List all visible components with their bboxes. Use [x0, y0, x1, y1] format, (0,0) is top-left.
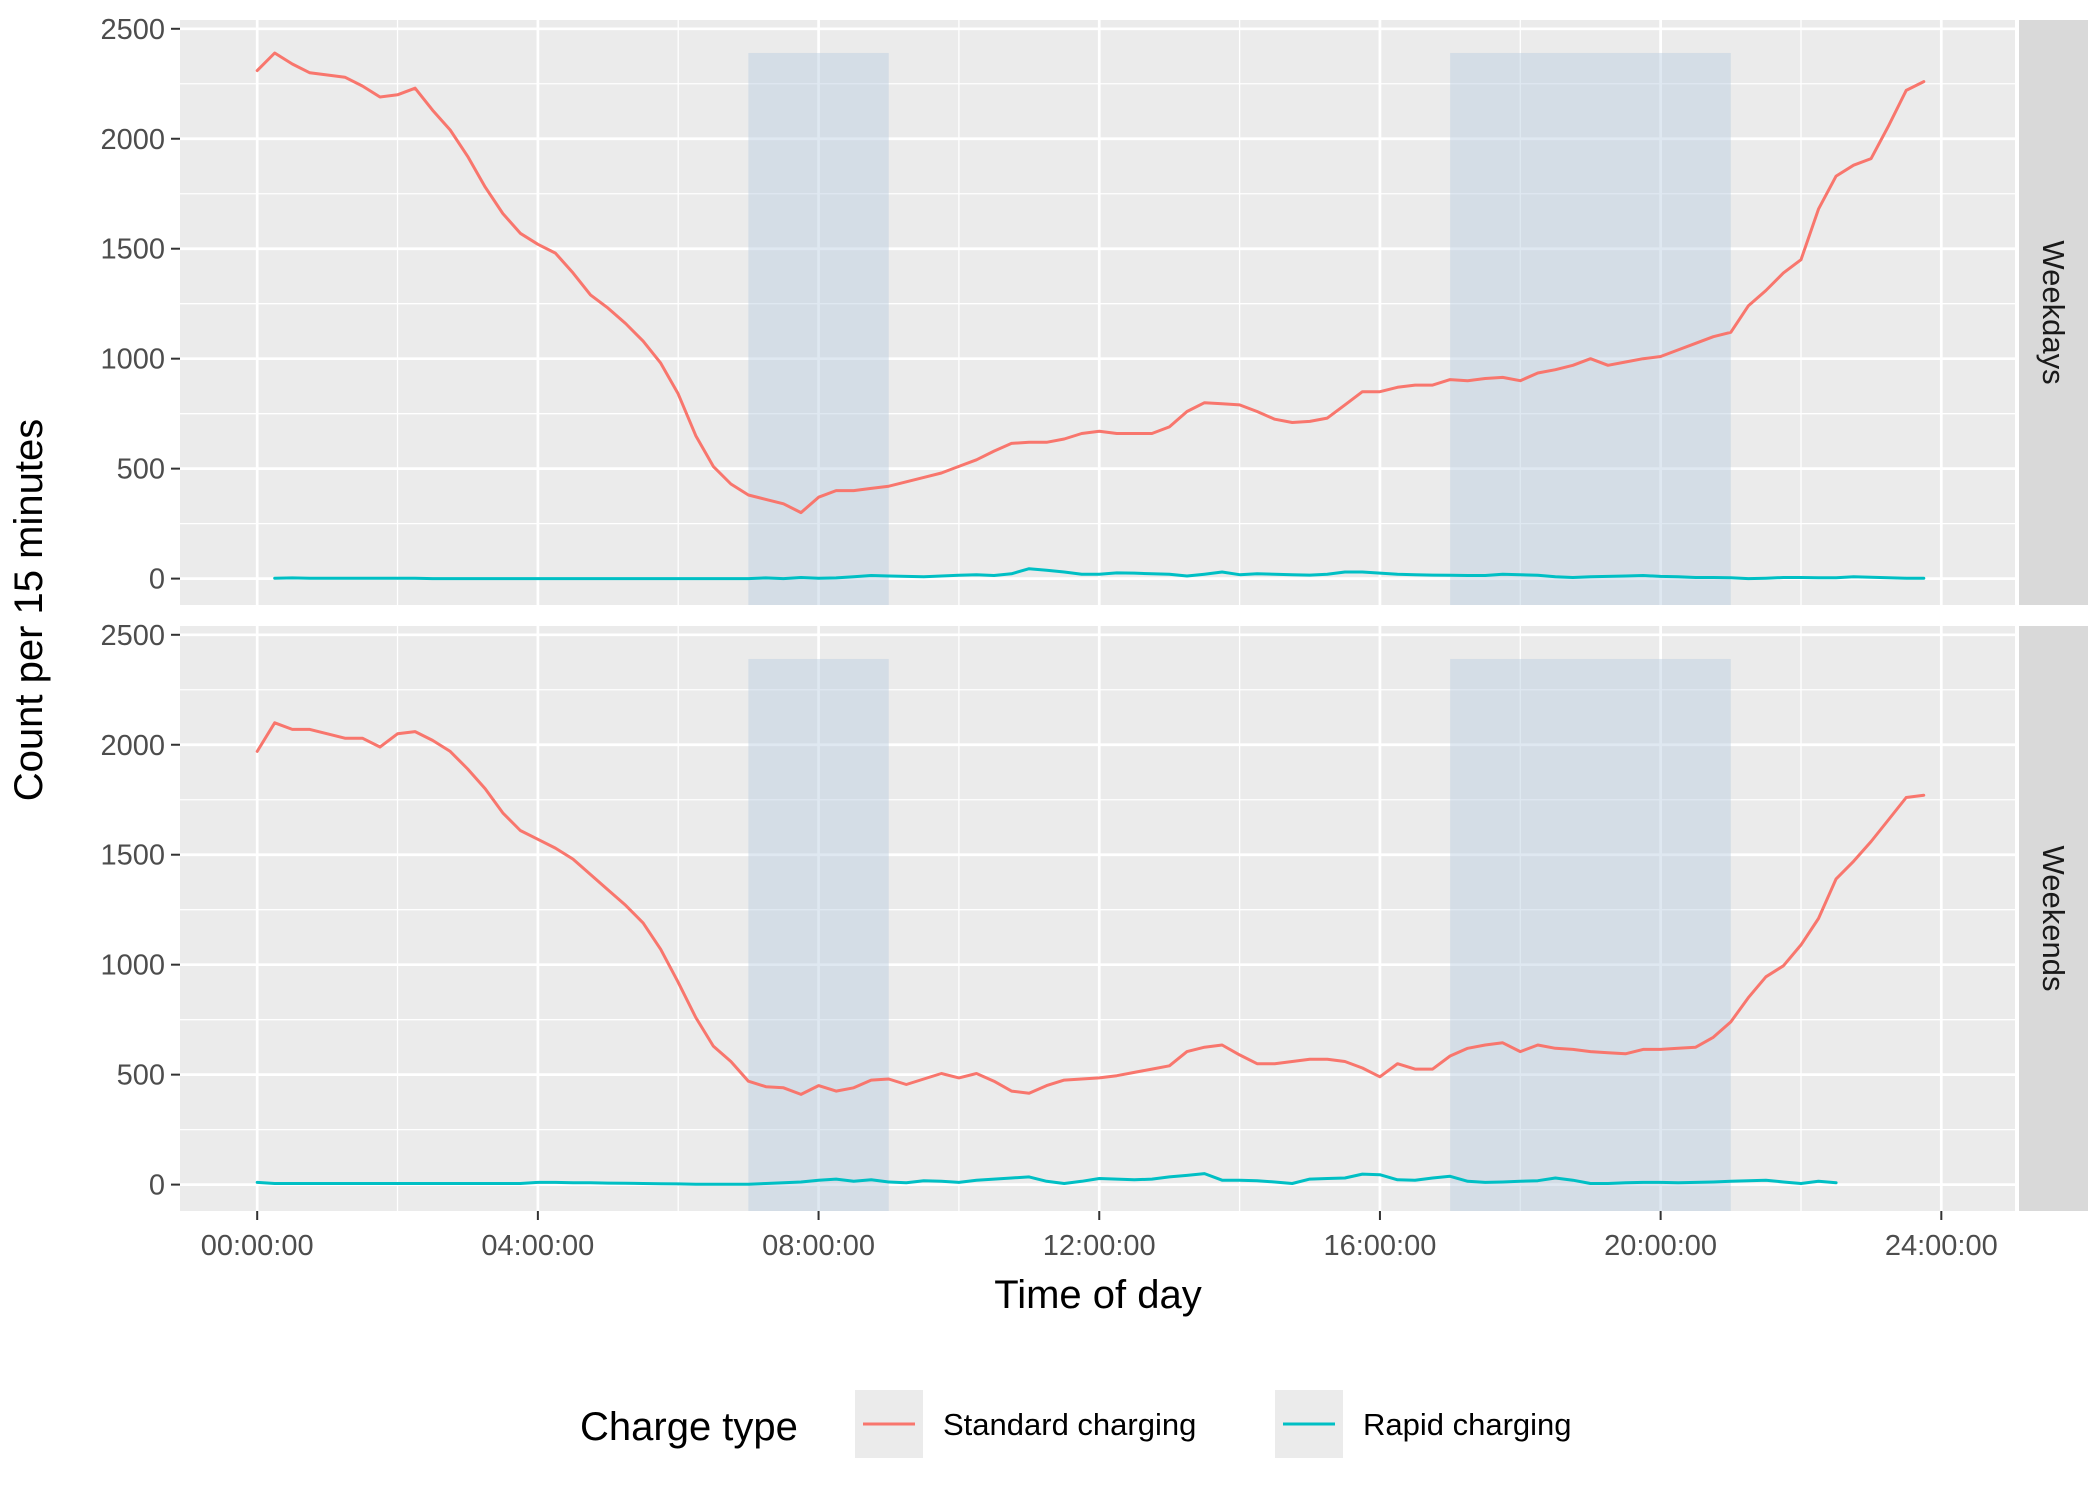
panel-weekdays: 0 500 1000 1500 2000 2500 Weekdays — [100, 14, 2088, 606]
facet-label-weekends: Weekends — [2036, 846, 2071, 992]
shaded-period-2 — [1450, 52, 1731, 606]
shaded-period-2 — [1450, 658, 1731, 1211]
y-tick-label: 2500 — [100, 620, 165, 652]
y-axis-title: Count per 15 minutes — [7, 419, 51, 801]
panels-layer: 0 500 1000 1500 2000 2500 Weekdays 0 500 1000 1500… — [100, 14, 2088, 1211]
series-line-rapid-charging — [273, 567, 1926, 581]
x-tick-label: 12:00:00 — [1043, 1230, 1156, 1262]
y-tick-label: 2000 — [100, 730, 165, 762]
x-tick-label: 20:00:00 — [1604, 1230, 1717, 1262]
y-tick-label: 500 — [117, 454, 165, 486]
x-tick-label: 08:00:00 — [762, 1230, 875, 1262]
y-tick-label: 1000 — [100, 950, 165, 982]
panel-weekends: 0 500 1000 1500 2000 2500 Weekends — [100, 620, 2088, 1211]
y-tick-label: 1500 — [100, 840, 165, 872]
shaded-period-1 — [748, 52, 889, 606]
y-tick-label: 0 — [149, 1170, 165, 1202]
series-line-standard-charging — [255, 51, 1926, 515]
panel-background — [180, 626, 2015, 1211]
x-tick-label: 04:00:00 — [481, 1230, 594, 1262]
legend-label-standard-charging: Standard charging — [943, 1407, 1196, 1442]
shaded-period-1 — [748, 658, 889, 1211]
y-tick-label: 2000 — [100, 124, 165, 156]
y-tick-label: 1000 — [100, 344, 165, 376]
x-tick-label: 16:00:00 — [1323, 1230, 1436, 1262]
y-tick-label: 500 — [117, 1060, 165, 1092]
facet-strip-weekends — [2019, 626, 2088, 1211]
y-tick-label: 0 — [149, 564, 165, 596]
series-line-standard-charging — [255, 721, 1926, 1096]
facet-label-weekdays: Weekdays — [2036, 240, 2071, 384]
facet-strip-weekdays — [2019, 20, 2088, 605]
y-tick-label: 1500 — [100, 234, 165, 266]
x-tick-label: 24:00:00 — [1885, 1230, 1998, 1262]
panel-background — [180, 20, 2015, 605]
legend-label-rapid-charging: Rapid charging — [1363, 1407, 1572, 1442]
legend-title: Charge type — [580, 1405, 798, 1449]
x-axis-title: Time of day — [994, 1273, 1201, 1317]
x-axis: 00:00:00 04:00:00 08:00:00 12:00:00 16:00:00… — [201, 1211, 1998, 1262]
x-tick-label: 00:00:00 — [201, 1230, 314, 1262]
legend: Charge type Standard charging Rapid charg… — [580, 1390, 1572, 1458]
series-line-rapid-charging — [255, 1172, 1838, 1186]
y-tick-label: 2500 — [100, 14, 165, 46]
